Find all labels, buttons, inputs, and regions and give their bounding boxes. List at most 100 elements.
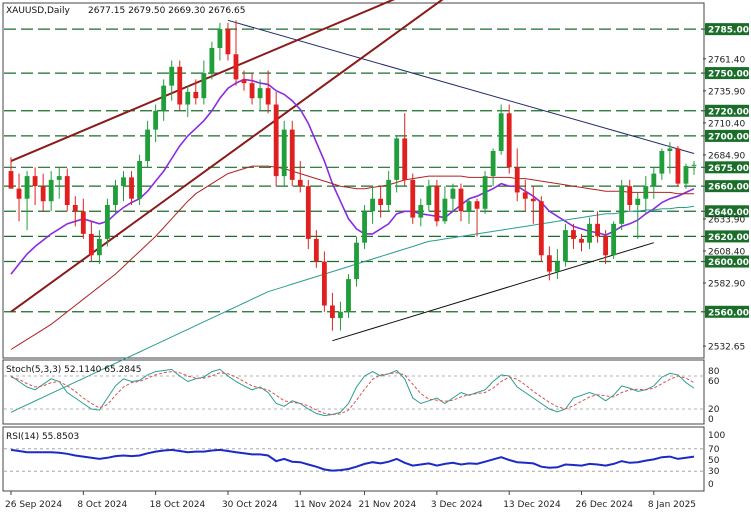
x-tick-8: 26 Dec 2024 xyxy=(576,491,634,510)
candle-body xyxy=(201,73,207,99)
x-tick-label: 13 Dec 2024 xyxy=(503,500,561,510)
candle-body xyxy=(611,223,617,256)
candle-51 xyxy=(418,198,424,227)
candle-27 xyxy=(225,22,231,61)
candle-24 xyxy=(201,60,207,105)
trendline-2 xyxy=(10,0,444,313)
candle-32 xyxy=(265,70,271,114)
level-tag xyxy=(705,230,749,243)
candle-body xyxy=(32,176,38,187)
x-tick-1: 8 Oct 2024 xyxy=(77,491,128,510)
x-tick-label: 30 Oct 2024 xyxy=(222,500,278,510)
candle-55 xyxy=(450,183,456,212)
y-tick-13: 2608.40 xyxy=(703,247,745,257)
candle-body xyxy=(418,204,424,218)
main-panel-frame xyxy=(2,2,705,359)
moving-averages xyxy=(10,78,695,413)
candle-body xyxy=(169,66,175,86)
osc-tick-3: 30 xyxy=(708,467,720,477)
candle-body xyxy=(619,186,625,224)
candle-body xyxy=(330,305,335,319)
level-tag-label: 2750.00 xyxy=(708,70,749,80)
candle-body xyxy=(354,242,359,280)
candle-body xyxy=(482,176,488,209)
candle-85 xyxy=(691,161,697,175)
candle-body xyxy=(121,177,126,187)
y-tick-9: 2660.00 xyxy=(703,180,749,193)
x-tick-label: 26 Dec 2024 xyxy=(576,500,634,510)
level-tag-label: 2640.00 xyxy=(708,208,749,218)
candle-body xyxy=(265,88,271,105)
candle-body xyxy=(386,179,392,205)
candle-body xyxy=(546,255,552,272)
y-tick-label: 2710.40 xyxy=(708,119,745,129)
candle-70 xyxy=(571,223,576,249)
candle-body xyxy=(603,236,609,256)
candle-38 xyxy=(313,230,319,268)
x-tick-label: 21 Nov 2024 xyxy=(359,500,417,510)
candle-68 xyxy=(554,248,560,280)
x-tick-6: 3 Dec 2024 xyxy=(431,491,483,510)
candle-9 xyxy=(80,198,86,239)
candle-body xyxy=(466,201,472,212)
rsi-header: RSI(14) 55.8503 xyxy=(6,432,79,442)
candle-body xyxy=(627,186,633,205)
candle-body xyxy=(402,138,408,180)
candle-57 xyxy=(466,198,472,224)
level-tag xyxy=(705,205,749,218)
candle-63 xyxy=(514,148,520,202)
candle-1 xyxy=(16,173,22,222)
level-tag-label: 2600.00 xyxy=(708,258,749,268)
candle-18 xyxy=(153,104,159,143)
level-tag xyxy=(705,305,749,318)
candle-35 xyxy=(289,120,295,187)
candle-7 xyxy=(64,168,70,212)
candle-76 xyxy=(619,179,625,231)
candle-body xyxy=(193,91,199,99)
candle-body xyxy=(209,47,215,74)
osc-tick-1: 70 xyxy=(708,445,720,455)
candle-21 xyxy=(177,60,183,111)
candle-body xyxy=(378,198,384,205)
level-tag xyxy=(705,180,749,193)
x-tick-label: 26 Sep 2024 xyxy=(5,500,62,510)
candle-body xyxy=(506,113,512,168)
candle-body xyxy=(96,238,102,256)
candle-71 xyxy=(579,233,584,252)
candle-59 xyxy=(482,171,488,214)
candle-15 xyxy=(129,171,134,205)
level-tag xyxy=(705,161,749,174)
candle-body xyxy=(490,150,496,177)
level-tag-label: 2620.00 xyxy=(708,233,749,243)
candle-body xyxy=(129,177,134,199)
candle-56 xyxy=(458,183,464,222)
candle-78 xyxy=(635,192,641,239)
candle-3 xyxy=(32,167,38,205)
candle-5 xyxy=(48,171,54,212)
candle-body xyxy=(370,198,375,212)
horizontal-levels xyxy=(4,28,703,313)
candle-66 xyxy=(538,196,544,262)
x-tick-label: 11 Nov 2024 xyxy=(294,500,352,510)
candle-body xyxy=(113,186,118,205)
candle-body xyxy=(434,186,440,222)
candle-body xyxy=(410,179,416,218)
main-header-symbol: XAUUSD,Daily xyxy=(6,6,70,16)
candle-body xyxy=(426,186,432,205)
candle-body xyxy=(313,238,319,262)
candle-47 xyxy=(386,171,392,212)
osc-tick-4: 0 xyxy=(708,480,714,490)
candle-4 xyxy=(40,173,46,212)
y-tick-17: 2532.65 xyxy=(703,343,745,353)
candle-14 xyxy=(121,171,126,202)
candle-79 xyxy=(643,176,649,214)
y-tick-14: 2600.00 xyxy=(703,255,749,268)
candle-body xyxy=(72,204,78,212)
x-tick-label: 18 Oct 2024 xyxy=(150,500,206,510)
level-tag-label: 2785.00 xyxy=(708,26,749,36)
y-tick-0: 2785.00 xyxy=(703,23,749,36)
candle-body xyxy=(362,211,367,243)
osc-tick-3: 0 xyxy=(708,415,714,425)
candle-10 xyxy=(88,221,94,262)
